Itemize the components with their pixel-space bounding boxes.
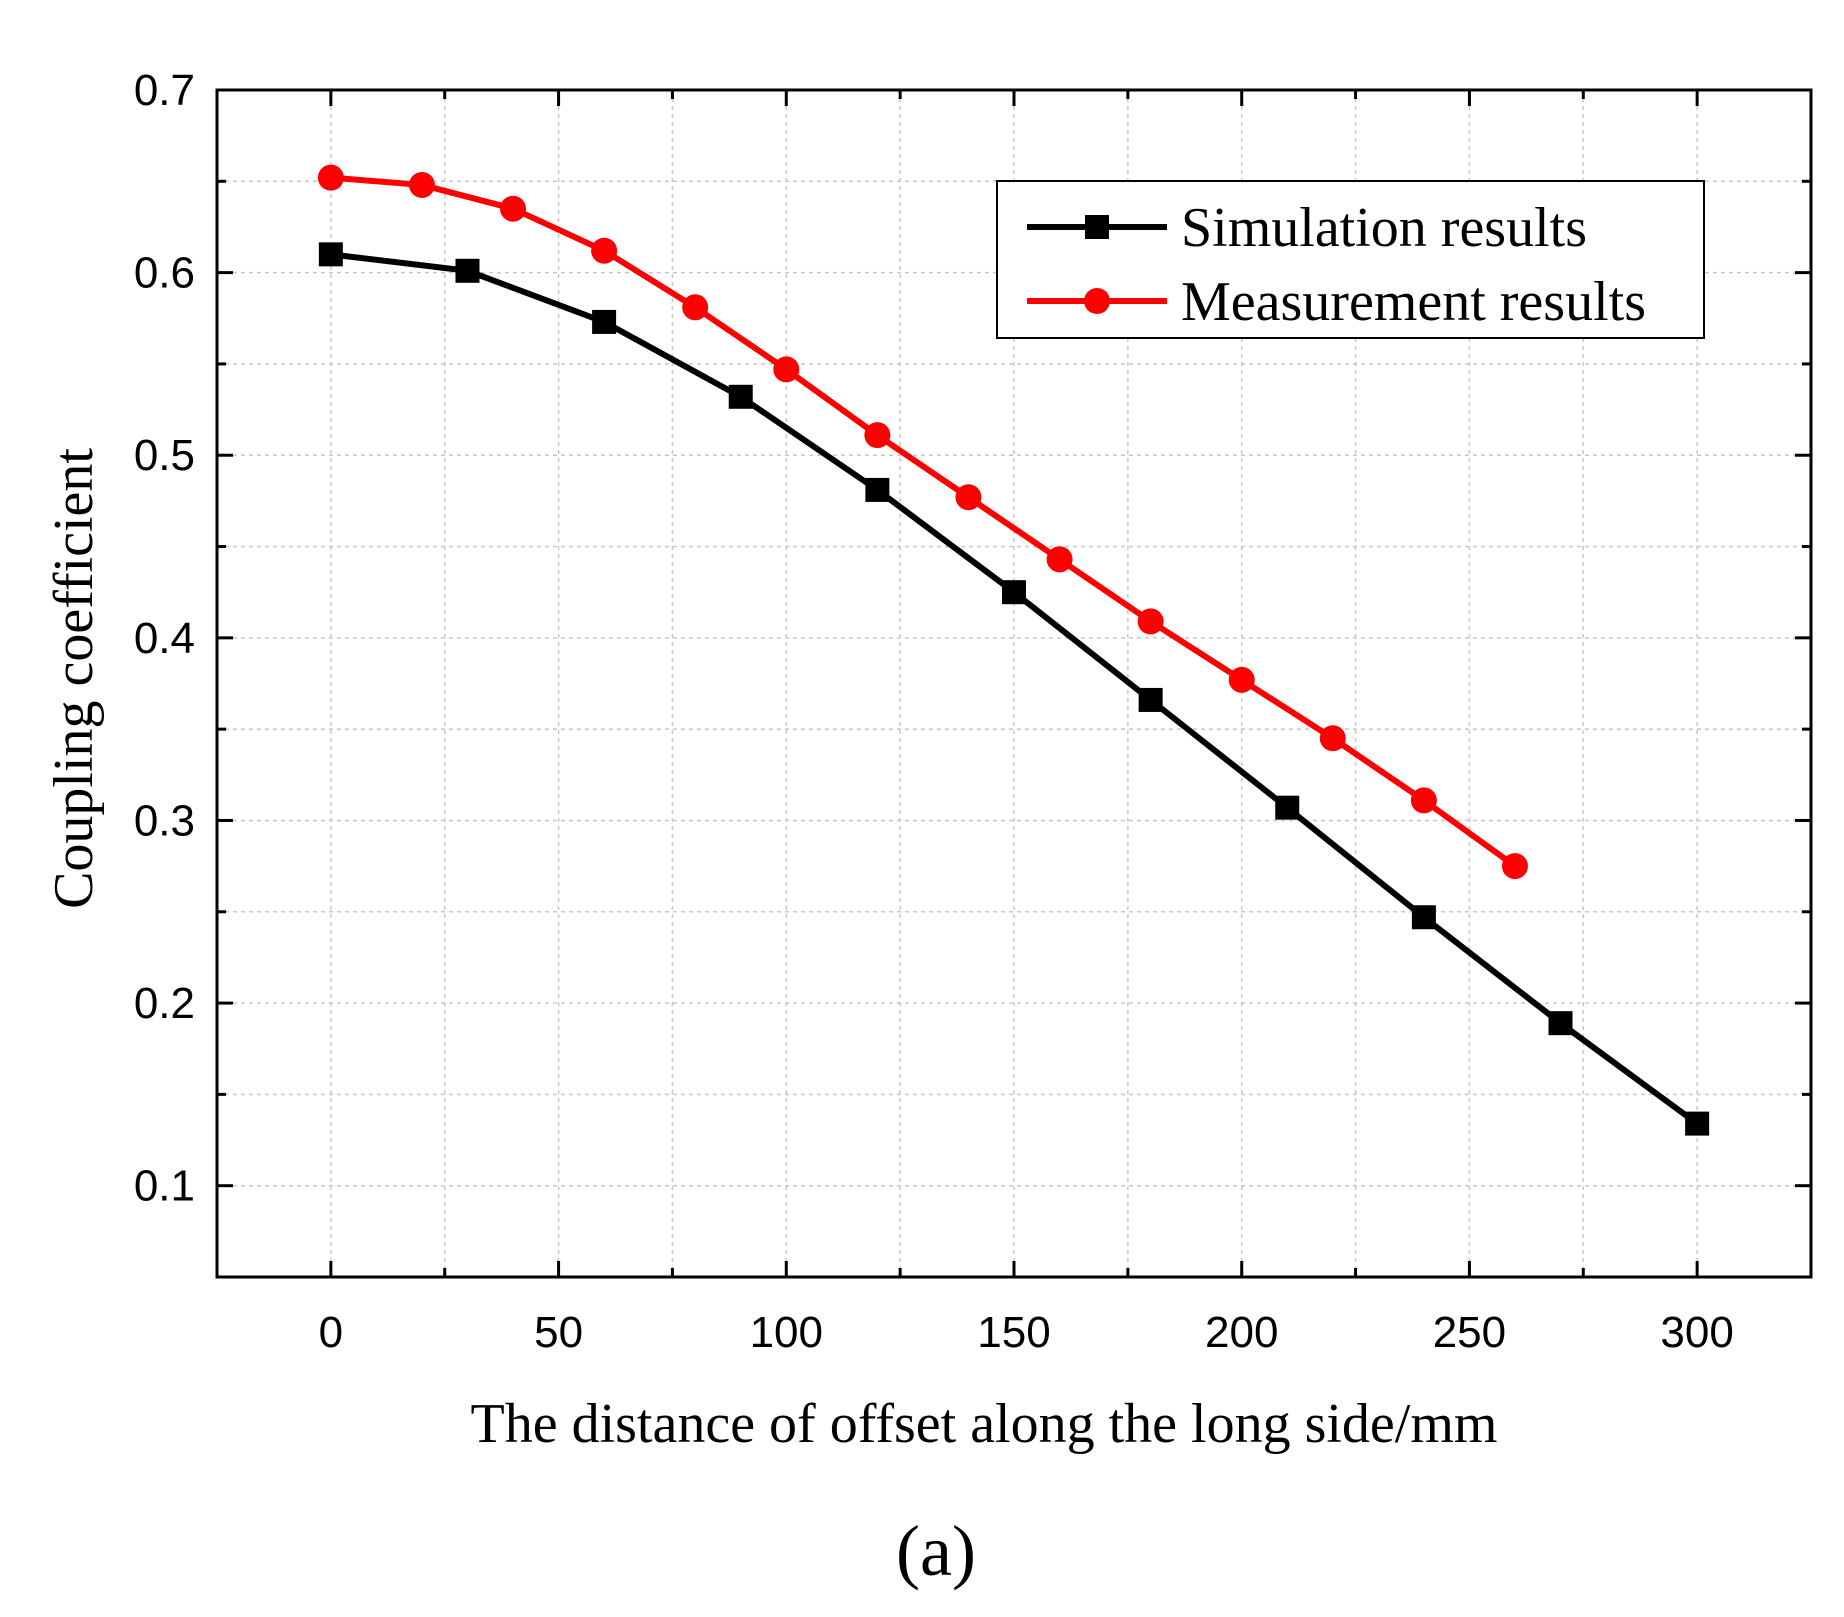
series-line [327, 174, 1518, 870]
data-point-square [1275, 795, 1300, 820]
data-point-square [1002, 580, 1026, 605]
legend-box [996, 180, 1705, 339]
grid [217, 90, 1811, 1277]
data-point-square [728, 384, 753, 409]
x-tick-label: 300 [1660, 1308, 1733, 1357]
x-tick-label: 150 [977, 1308, 1050, 1357]
plot-area-frame [215, 88, 1813, 1279]
data-point-circle [1501, 853, 1528, 880]
y-axis-tick-labels: 0.1 0.2 0.3 0.4 0.5 0.6 0.7 [134, 66, 195, 1211]
data-point-circle [317, 164, 344, 191]
data-point-square [1411, 905, 1436, 930]
data-point-circle [1137, 608, 1164, 635]
legend: Simulation results Measurement results [996, 180, 1705, 339]
data-point-circle [682, 294, 709, 321]
data-point-circle [773, 356, 800, 383]
legend-entry: Measurement results [1027, 271, 1646, 333]
y-tick-label: 0.7 [134, 66, 195, 115]
data-point-circle [408, 171, 435, 198]
data-point-circle [1410, 787, 1437, 814]
series-measurement [317, 164, 1528, 880]
series-line [327, 251, 1701, 1127]
x-axis-tick-labels: 0 50 100 150 200 250 300 [319, 1308, 1734, 1357]
legend-entry: Simulation results [1027, 197, 1587, 259]
legend-label: Measurement results [1181, 271, 1646, 333]
data-point-circle [864, 422, 891, 449]
y-tick-label: 0.3 [134, 796, 195, 845]
panel-label: (a) [896, 1511, 976, 1591]
x-tick-label: 100 [750, 1308, 823, 1357]
legend-marker-circle [1084, 288, 1110, 314]
x-axis-title: The distance of offset along the long si… [471, 1393, 1498, 1455]
data-point-circle [500, 195, 527, 222]
y-axis-title: Coupling coefficient [43, 448, 105, 909]
x-tick-label: 50 [534, 1308, 583, 1357]
data-point-circle [1046, 546, 1073, 573]
y-tick-label: 0.2 [134, 979, 195, 1028]
x-tick-label: 250 [1433, 1308, 1506, 1357]
y-tick-label: 0.5 [134, 431, 195, 480]
data-point-square [1685, 1111, 1710, 1136]
data-point-square [1548, 1011, 1573, 1036]
data-point-circle [955, 484, 982, 511]
data-point-square [455, 258, 480, 283]
data-point-square [1138, 687, 1163, 712]
series-simulation [318, 242, 1710, 1136]
data-series [317, 164, 1710, 1136]
data-point-square [592, 309, 617, 334]
data-point-circle [1319, 725, 1346, 752]
y-tick-label: 0.1 [134, 1162, 195, 1211]
data-point-circle [1228, 666, 1255, 693]
x-tick-label: 200 [1205, 1308, 1278, 1357]
y-tick-label: 0.6 [134, 249, 195, 298]
legend-entries: Simulation results Measurement results [1027, 197, 1646, 333]
y-tick-label: 0.4 [134, 614, 195, 663]
legend-marker-square [1085, 215, 1109, 239]
legend-label: Simulation results [1181, 197, 1587, 259]
x-tick-label: 0 [319, 1308, 343, 1357]
data-point-square [318, 242, 343, 267]
data-point-circle [591, 237, 618, 264]
data-point-square [865, 477, 890, 502]
